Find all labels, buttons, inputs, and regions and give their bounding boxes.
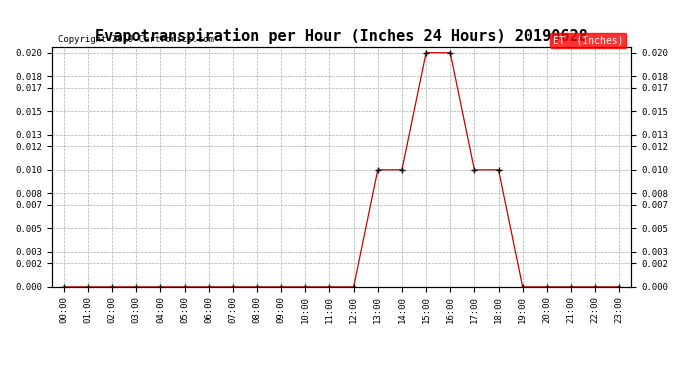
Legend: ET  (Inches): ET (Inches)	[550, 33, 627, 48]
Text: Copyright 2019 Cartronics.com: Copyright 2019 Cartronics.com	[57, 36, 213, 45]
Title: Evapotranspiration per Hour (Inches 24 Hours) 20190628: Evapotranspiration per Hour (Inches 24 H…	[95, 28, 588, 44]
